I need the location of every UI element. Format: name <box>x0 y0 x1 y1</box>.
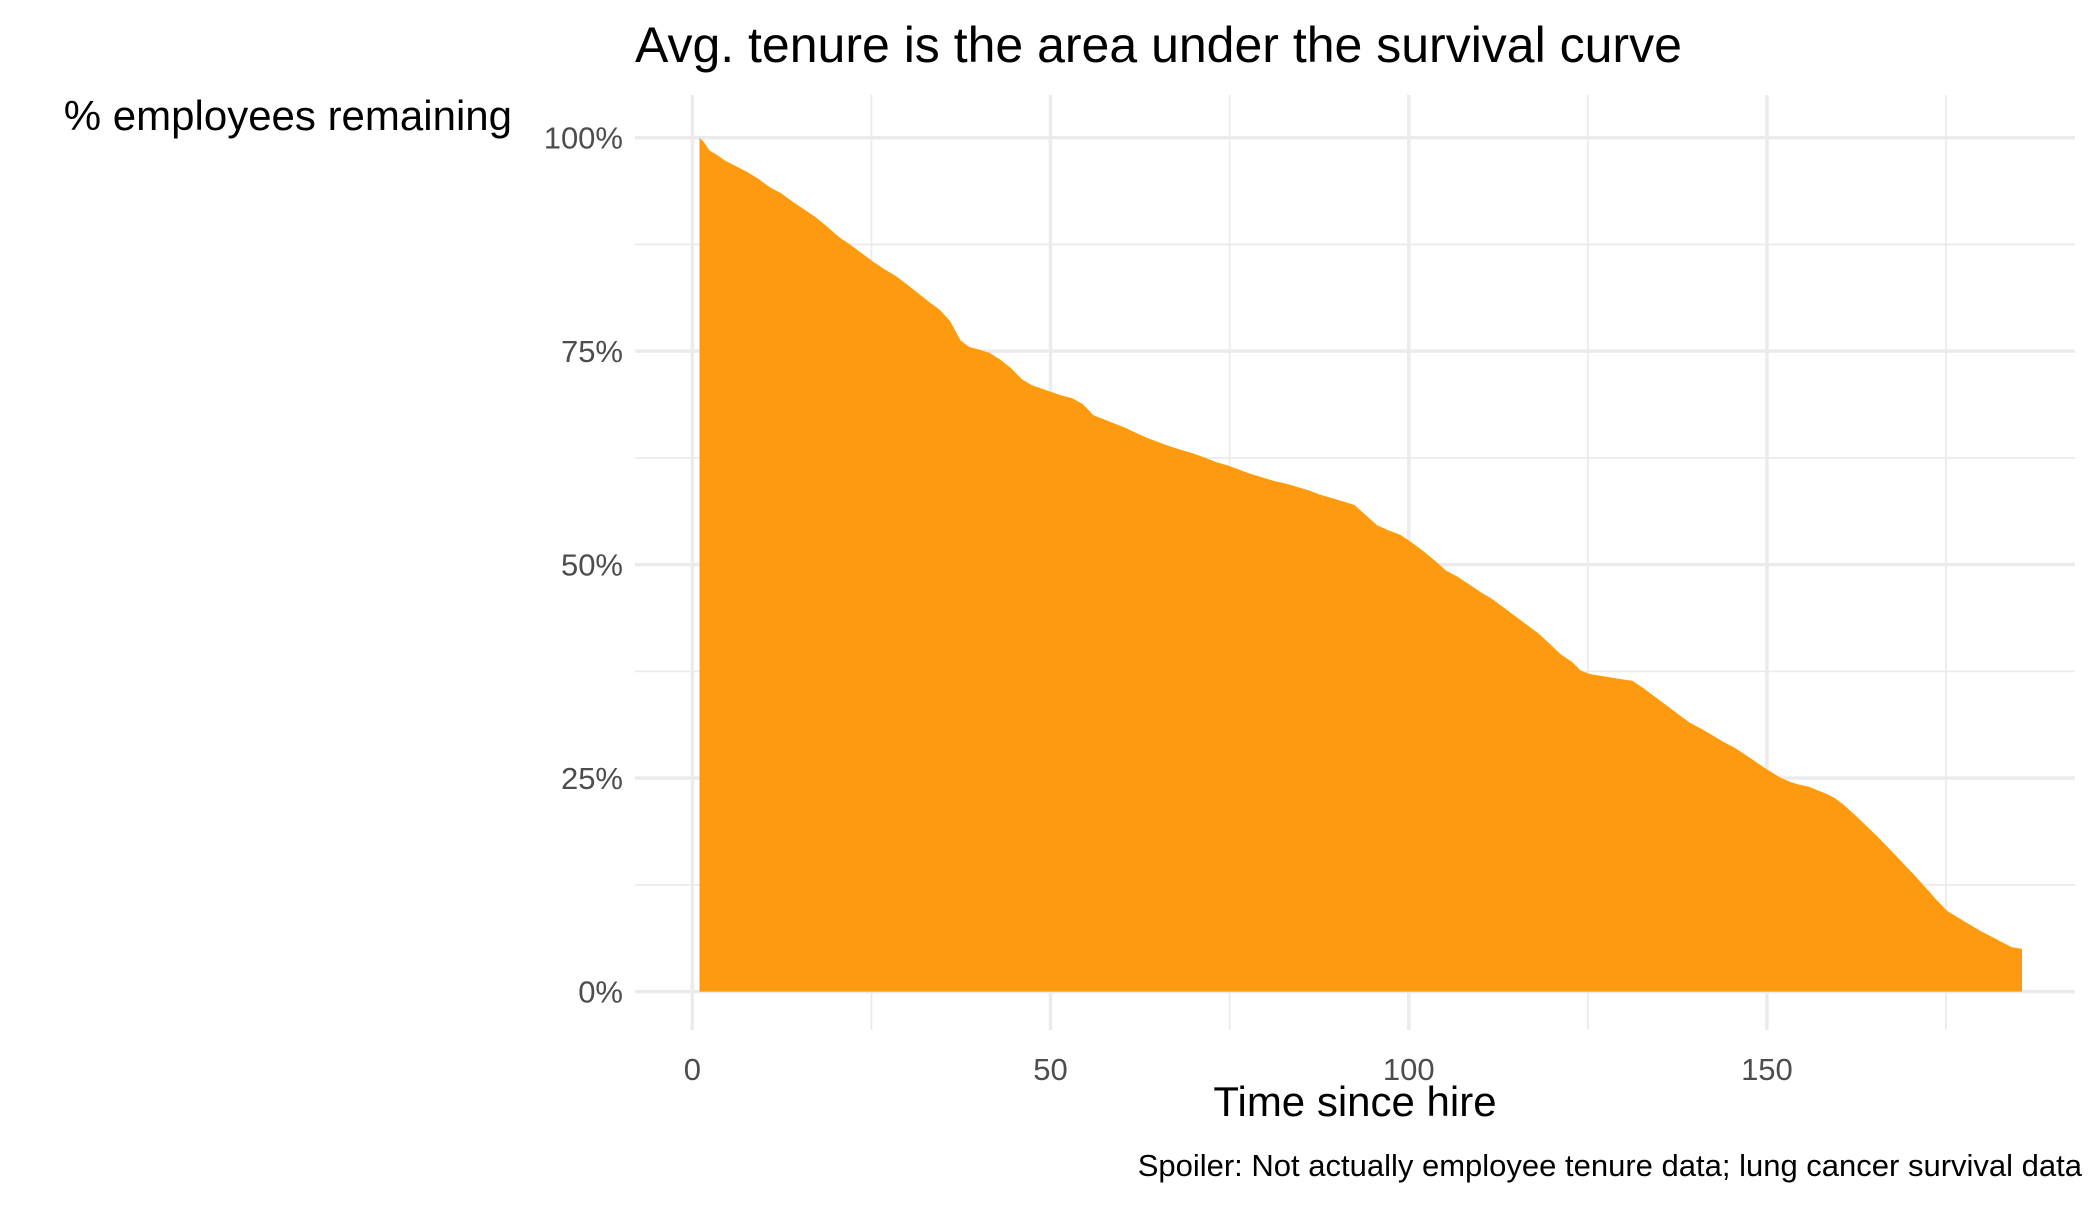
x-tick-label: 0 <box>684 1052 701 1087</box>
y-axis-label: % employees remaining <box>64 92 512 139</box>
y-tick-label: 25% <box>561 761 623 796</box>
chart-caption: Spoiler: Not actually employee tenure da… <box>1138 1148 2083 1183</box>
y-tick-label: 100% <box>544 121 623 156</box>
x-tick-label: 50 <box>1033 1052 1067 1087</box>
survival-area <box>699 137 2022 992</box>
y-tick-label: 0% <box>578 975 623 1010</box>
tick-layer: 0 50 100 150 0% 25% 50% 75% 100% <box>544 121 1793 1087</box>
area-layer <box>699 137 2022 992</box>
x-tick-label: 150 <box>1741 1052 1793 1087</box>
x-axis-label: Time since hire <box>1213 1078 1496 1125</box>
chart-title: Avg. tenure is the area under the surviv… <box>635 17 1682 73</box>
x-tick-label: 100 <box>1383 1052 1435 1087</box>
y-tick-label: 50% <box>561 548 623 583</box>
y-tick-label: 75% <box>561 334 623 369</box>
